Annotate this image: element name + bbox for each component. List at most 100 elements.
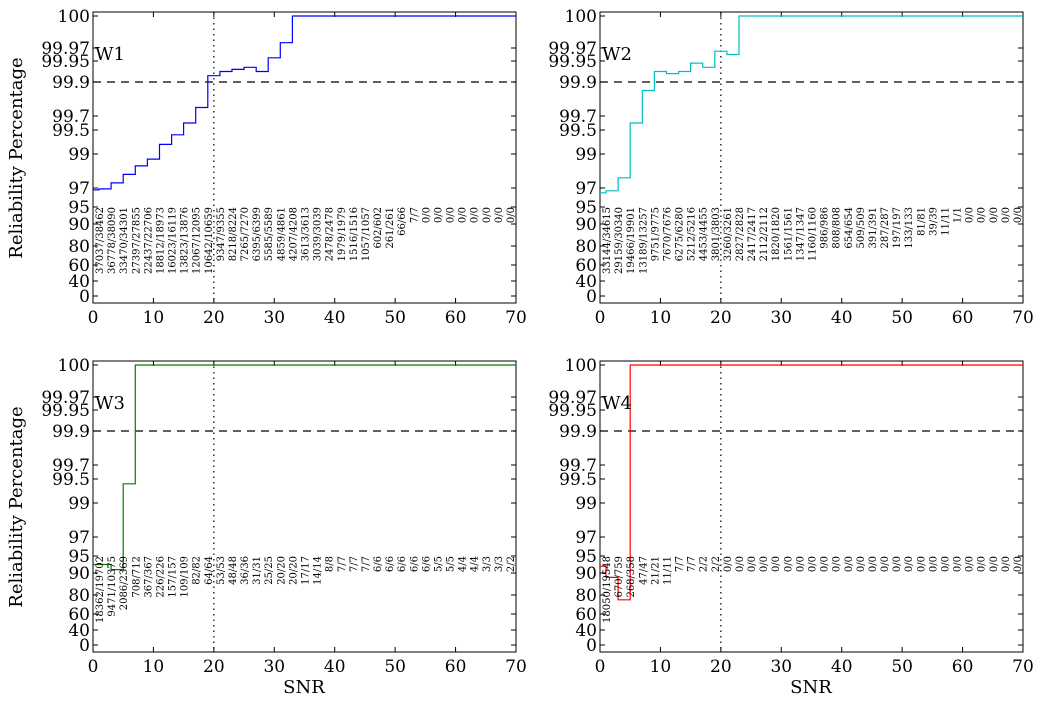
count-label: 6/6 — [397, 556, 408, 572]
count-label: 0/0 — [446, 207, 457, 223]
count-label: 0/0 — [989, 207, 1000, 223]
x-tick-label: 10 — [650, 657, 672, 677]
count-label: 261/261 — [385, 207, 396, 249]
y-tick-label: 40 — [575, 272, 597, 292]
x-tick-label: 40 — [831, 657, 853, 677]
count-label: 7265/7270 — [240, 207, 251, 261]
count-label: 0/0 — [747, 556, 758, 572]
panel-label: W1 — [95, 44, 125, 65]
x-tick-label: 0 — [88, 657, 99, 677]
count-label: 5212/5216 — [687, 207, 698, 261]
count-label: 27397/27855 — [131, 207, 142, 274]
count-label: 13189/13257 — [638, 207, 649, 274]
y-tick-label: 99 — [575, 494, 597, 514]
count-label: 0/0 — [940, 556, 951, 572]
y-tick-label: 99.9 — [559, 422, 597, 442]
count-label: 6/6 — [421, 556, 432, 572]
y-tick-label: 90 — [68, 564, 90, 584]
count-label: 7/7 — [349, 556, 360, 572]
y-tick-label: 80 — [575, 237, 597, 257]
count-label: 82/82 — [192, 556, 203, 585]
count-label: 2086/2369 — [119, 556, 130, 610]
count-label: 1820/1820 — [771, 207, 782, 261]
y-tick-label: 97 — [68, 179, 90, 199]
axes-frame — [599, 11, 1024, 304]
count-label: 2827/2828 — [735, 207, 746, 261]
count-label: 391/391 — [868, 207, 879, 249]
count-label: 12067/12095 — [192, 207, 203, 274]
count-label: 0/0 — [844, 556, 855, 572]
count-label: 3801/3803 — [711, 207, 722, 261]
x-tick-label: 70 — [1012, 308, 1034, 328]
count-label: 6/6 — [409, 556, 420, 572]
x-axis-title-left: SNR — [283, 677, 325, 698]
count-label: 0/0 — [783, 556, 794, 572]
count-label: 0/0 — [421, 207, 432, 223]
count-label: 0/0 — [1013, 207, 1024, 223]
count-label: 18050/19548 — [602, 556, 613, 623]
y-tick-label: 90 — [68, 215, 90, 235]
x-tick-label: 40 — [324, 308, 346, 328]
count-label: 36/36 — [240, 556, 251, 585]
count-label: 1979/1979 — [337, 207, 348, 261]
y-axis-title-top: Reliability Percentage — [6, 57, 27, 258]
count-label: 66/66 — [397, 207, 408, 236]
y-tick-label: 99.95 — [548, 52, 597, 72]
count-label: 14/14 — [313, 556, 324, 585]
count-label: 19466/19901 — [626, 207, 637, 274]
count-label: 808/808 — [832, 207, 843, 249]
x-tick-label: 10 — [143, 657, 165, 677]
count-label: 11/11 — [663, 556, 674, 585]
x-tick-label: 10 — [143, 308, 165, 328]
y-tick-label: 99.5 — [52, 470, 90, 490]
y-tick-label: 99.7 — [52, 107, 90, 127]
y-tick-label: 40 — [575, 621, 597, 641]
count-label: 22437/22706 — [143, 207, 154, 274]
count-label: 21/21 — [650, 556, 661, 585]
x-tick-label: 30 — [770, 308, 792, 328]
count-label: 2/2 — [699, 556, 710, 572]
count-label: 0/0 — [989, 556, 1000, 572]
count-label: 0/0 — [868, 556, 879, 572]
x-tick-label: 0 — [595, 308, 606, 328]
count-label: 7/7 — [409, 207, 420, 223]
y-tick-label: 100 — [565, 7, 597, 27]
count-label: 53/53 — [216, 556, 227, 585]
count-label: 3260/3261 — [723, 207, 734, 261]
count-label: 25/25 — [264, 556, 275, 585]
count-label: 0/0 — [977, 207, 988, 223]
count-label: 1160/1160 — [808, 207, 819, 261]
y-tick-label: 99.7 — [52, 456, 90, 476]
count-label: 133/133 — [904, 207, 915, 249]
count-label: 6275/6280 — [675, 207, 686, 261]
count-label: 0/0 — [928, 556, 939, 572]
panel-w4: 0 10 20 30 40 50 60 7004060809095979999.599.799… — [548, 356, 1033, 677]
count-label: 0/0 — [1013, 556, 1024, 572]
count-label: 0/0 — [795, 556, 806, 572]
y-tick-label: 99.9 — [52, 422, 90, 442]
y-tick-label: 80 — [68, 586, 90, 606]
count-label: 29159/30340 — [614, 207, 625, 274]
count-label: 36778/38090 — [107, 207, 118, 274]
count-label: 0/0 — [759, 556, 770, 572]
count-label: 20/20 — [288, 556, 299, 585]
count-label: 0/0 — [820, 556, 831, 572]
count-label: 6/6 — [373, 556, 384, 572]
count-label: 0/0 — [880, 556, 891, 572]
count-label: 2/2 — [506, 556, 517, 572]
count-label: 0/0 — [494, 207, 505, 223]
count-label: 109/109 — [180, 556, 191, 598]
count-label: 0/0 — [965, 556, 976, 572]
count-label: 0/0 — [832, 556, 843, 572]
y-tick-label: 60 — [575, 256, 597, 276]
count-label: 3613/3613 — [301, 207, 312, 261]
count-label: 7/7 — [337, 556, 348, 572]
count-label: 654/654 — [844, 207, 855, 249]
y-tick-label: 0 — [586, 636, 597, 656]
count-label: 11/11 — [940, 207, 951, 236]
y-tick-label: 100 — [58, 356, 90, 376]
x-tick-label: 20 — [710, 657, 732, 677]
count-label: 7/7 — [675, 556, 686, 572]
count-label: 18812/18973 — [156, 207, 167, 274]
